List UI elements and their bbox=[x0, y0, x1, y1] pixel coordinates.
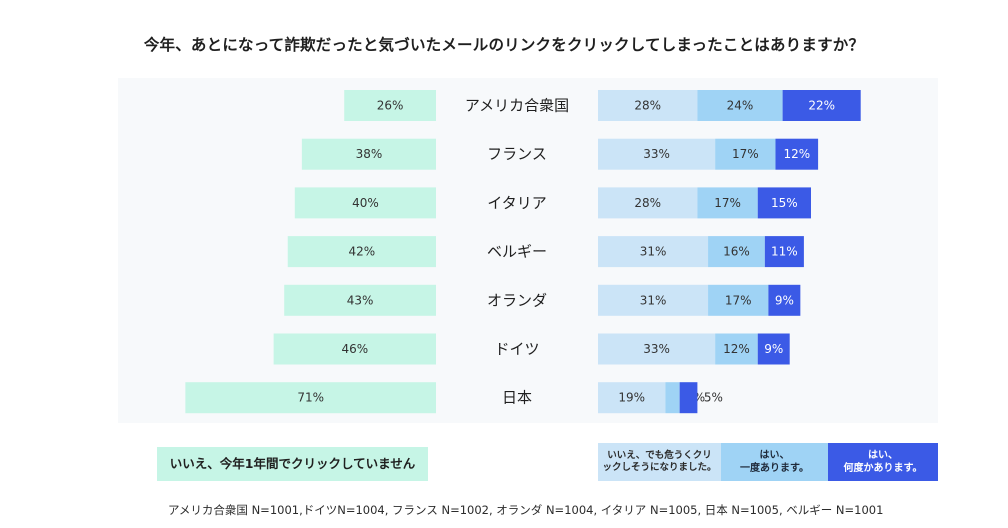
bar-no-click bbox=[287, 236, 436, 268]
category-label: ドイツ bbox=[494, 340, 539, 358]
bar-clicked-several bbox=[782, 90, 861, 121]
legend-clicked-once-line2: 一度あります。 bbox=[740, 463, 809, 474]
bar-label-clicked-once: 24% bbox=[727, 99, 754, 113]
bar-almost-clicked bbox=[598, 90, 698, 121]
bar-clicked-once bbox=[708, 284, 769, 316]
bar-clicked-several bbox=[768, 284, 801, 316]
bar-label-almost-clicked: 19% bbox=[618, 391, 645, 405]
legend-no-click: いいえ、今年1年間でクリックしていません bbox=[157, 447, 428, 481]
bar-no-click bbox=[273, 333, 436, 365]
category-label: 日本 bbox=[502, 389, 532, 407]
bar-label-no-click: 43% bbox=[347, 293, 374, 307]
bar-label-clicked-several: 15% bbox=[771, 196, 798, 210]
bar-label-clicked-once: 12% bbox=[723, 342, 750, 356]
bar-label-almost-clicked: 28% bbox=[634, 99, 661, 113]
category-label: フランス bbox=[487, 145, 547, 163]
category-label: ベルギー bbox=[487, 243, 547, 261]
legend-no-click-label: いいえ、今年1年間でクリックしていません bbox=[169, 455, 416, 471]
bar-label-clicked-several: 9% bbox=[775, 293, 794, 307]
bar-almost-clicked bbox=[598, 138, 716, 170]
sample-size-footnote: アメリカ合衆国 N=1001,ドイツN=1004, フランス N=1002, オ… bbox=[168, 503, 884, 517]
bar-label-no-click: 42% bbox=[349, 245, 376, 259]
bar-clicked-once bbox=[715, 333, 758, 365]
bar-label-almost-clicked: 33% bbox=[643, 147, 670, 161]
bar-almost-clicked bbox=[598, 284, 709, 316]
bar-no-click bbox=[294, 187, 436, 219]
legend-clicked-once-line1: はい、 bbox=[759, 450, 790, 461]
bar-label-no-click: 26% bbox=[377, 99, 404, 113]
bar-clicked-once bbox=[665, 382, 680, 414]
bar-label-clicked-once: 17% bbox=[725, 293, 752, 307]
bar-label-clicked-several: 9% bbox=[764, 342, 783, 356]
bar-clicked-several bbox=[775, 138, 819, 170]
chart-title: 今年、あとになって詐欺だったと気づいたメールのリンクをクリックしてしまったことは… bbox=[143, 36, 865, 54]
bar-label-clicked-once: 17% bbox=[732, 147, 759, 161]
bar-label-clicked-several: 22% bbox=[808, 99, 835, 113]
bar-clicked-several bbox=[757, 187, 811, 219]
bar-label-clicked-several: 12% bbox=[783, 147, 810, 161]
legend-clicked-once: はい、 一度あります。 bbox=[721, 443, 828, 481]
bar-almost-clicked bbox=[598, 187, 698, 219]
bar-label-clicked-once: 17% bbox=[714, 196, 741, 210]
bar-almost-clicked bbox=[598, 333, 716, 365]
bar-label-no-click: 40% bbox=[352, 196, 379, 210]
bar-label-no-click: 38% bbox=[356, 147, 383, 161]
bar-no-click bbox=[284, 284, 436, 316]
bar-no-click bbox=[301, 138, 436, 170]
legend-almost-clicked-line1: いいえ、でも危うくクリ bbox=[607, 449, 712, 461]
bar-clicked-once bbox=[697, 90, 783, 121]
bar-label-almost-clicked: 33% bbox=[643, 342, 670, 356]
bar-label-no-click: 46% bbox=[341, 342, 368, 356]
bar-label-no-click: 71% bbox=[297, 391, 324, 405]
bar-clicked-once bbox=[715, 138, 776, 170]
category-label: アメリカ合衆国 bbox=[465, 97, 569, 115]
category-label: オランダ bbox=[487, 291, 547, 309]
bar-label-almost-clicked: 31% bbox=[640, 293, 667, 307]
bar-almost-clicked bbox=[598, 236, 709, 268]
bar-label-clicked-several: 5% bbox=[704, 391, 723, 405]
bar-clicked-once bbox=[708, 236, 765, 268]
bar-label-clicked-several: 11% bbox=[771, 245, 798, 259]
legend-almost-clicked-line2: ックしそうになりました。 bbox=[602, 462, 717, 473]
legend-almost-clicked: いいえ、でも危うくクリ ックしそうになりました。 bbox=[598, 443, 721, 481]
bar-clicked-once bbox=[697, 187, 758, 219]
bar-almost-clicked bbox=[598, 382, 666, 414]
bar-clicked-several bbox=[679, 382, 698, 414]
bar-clicked-several bbox=[764, 236, 804, 268]
legend-clicked-several-line2: 何度かあります。 bbox=[843, 463, 923, 474]
legend-clicked-several-line1: はい、 bbox=[868, 450, 898, 461]
bar-no-click bbox=[185, 382, 436, 414]
category-label: イタリア bbox=[487, 194, 546, 212]
bar-label-almost-clicked: 31% bbox=[640, 245, 667, 259]
bar-clicked-several bbox=[757, 333, 790, 365]
bar-no-click bbox=[344, 90, 436, 121]
legend-clicked-several: はい、 何度かあります。 bbox=[828, 443, 938, 481]
bar-label-almost-clicked: 28% bbox=[634, 196, 661, 210]
bar-label-clicked-once: 16% bbox=[723, 245, 750, 259]
